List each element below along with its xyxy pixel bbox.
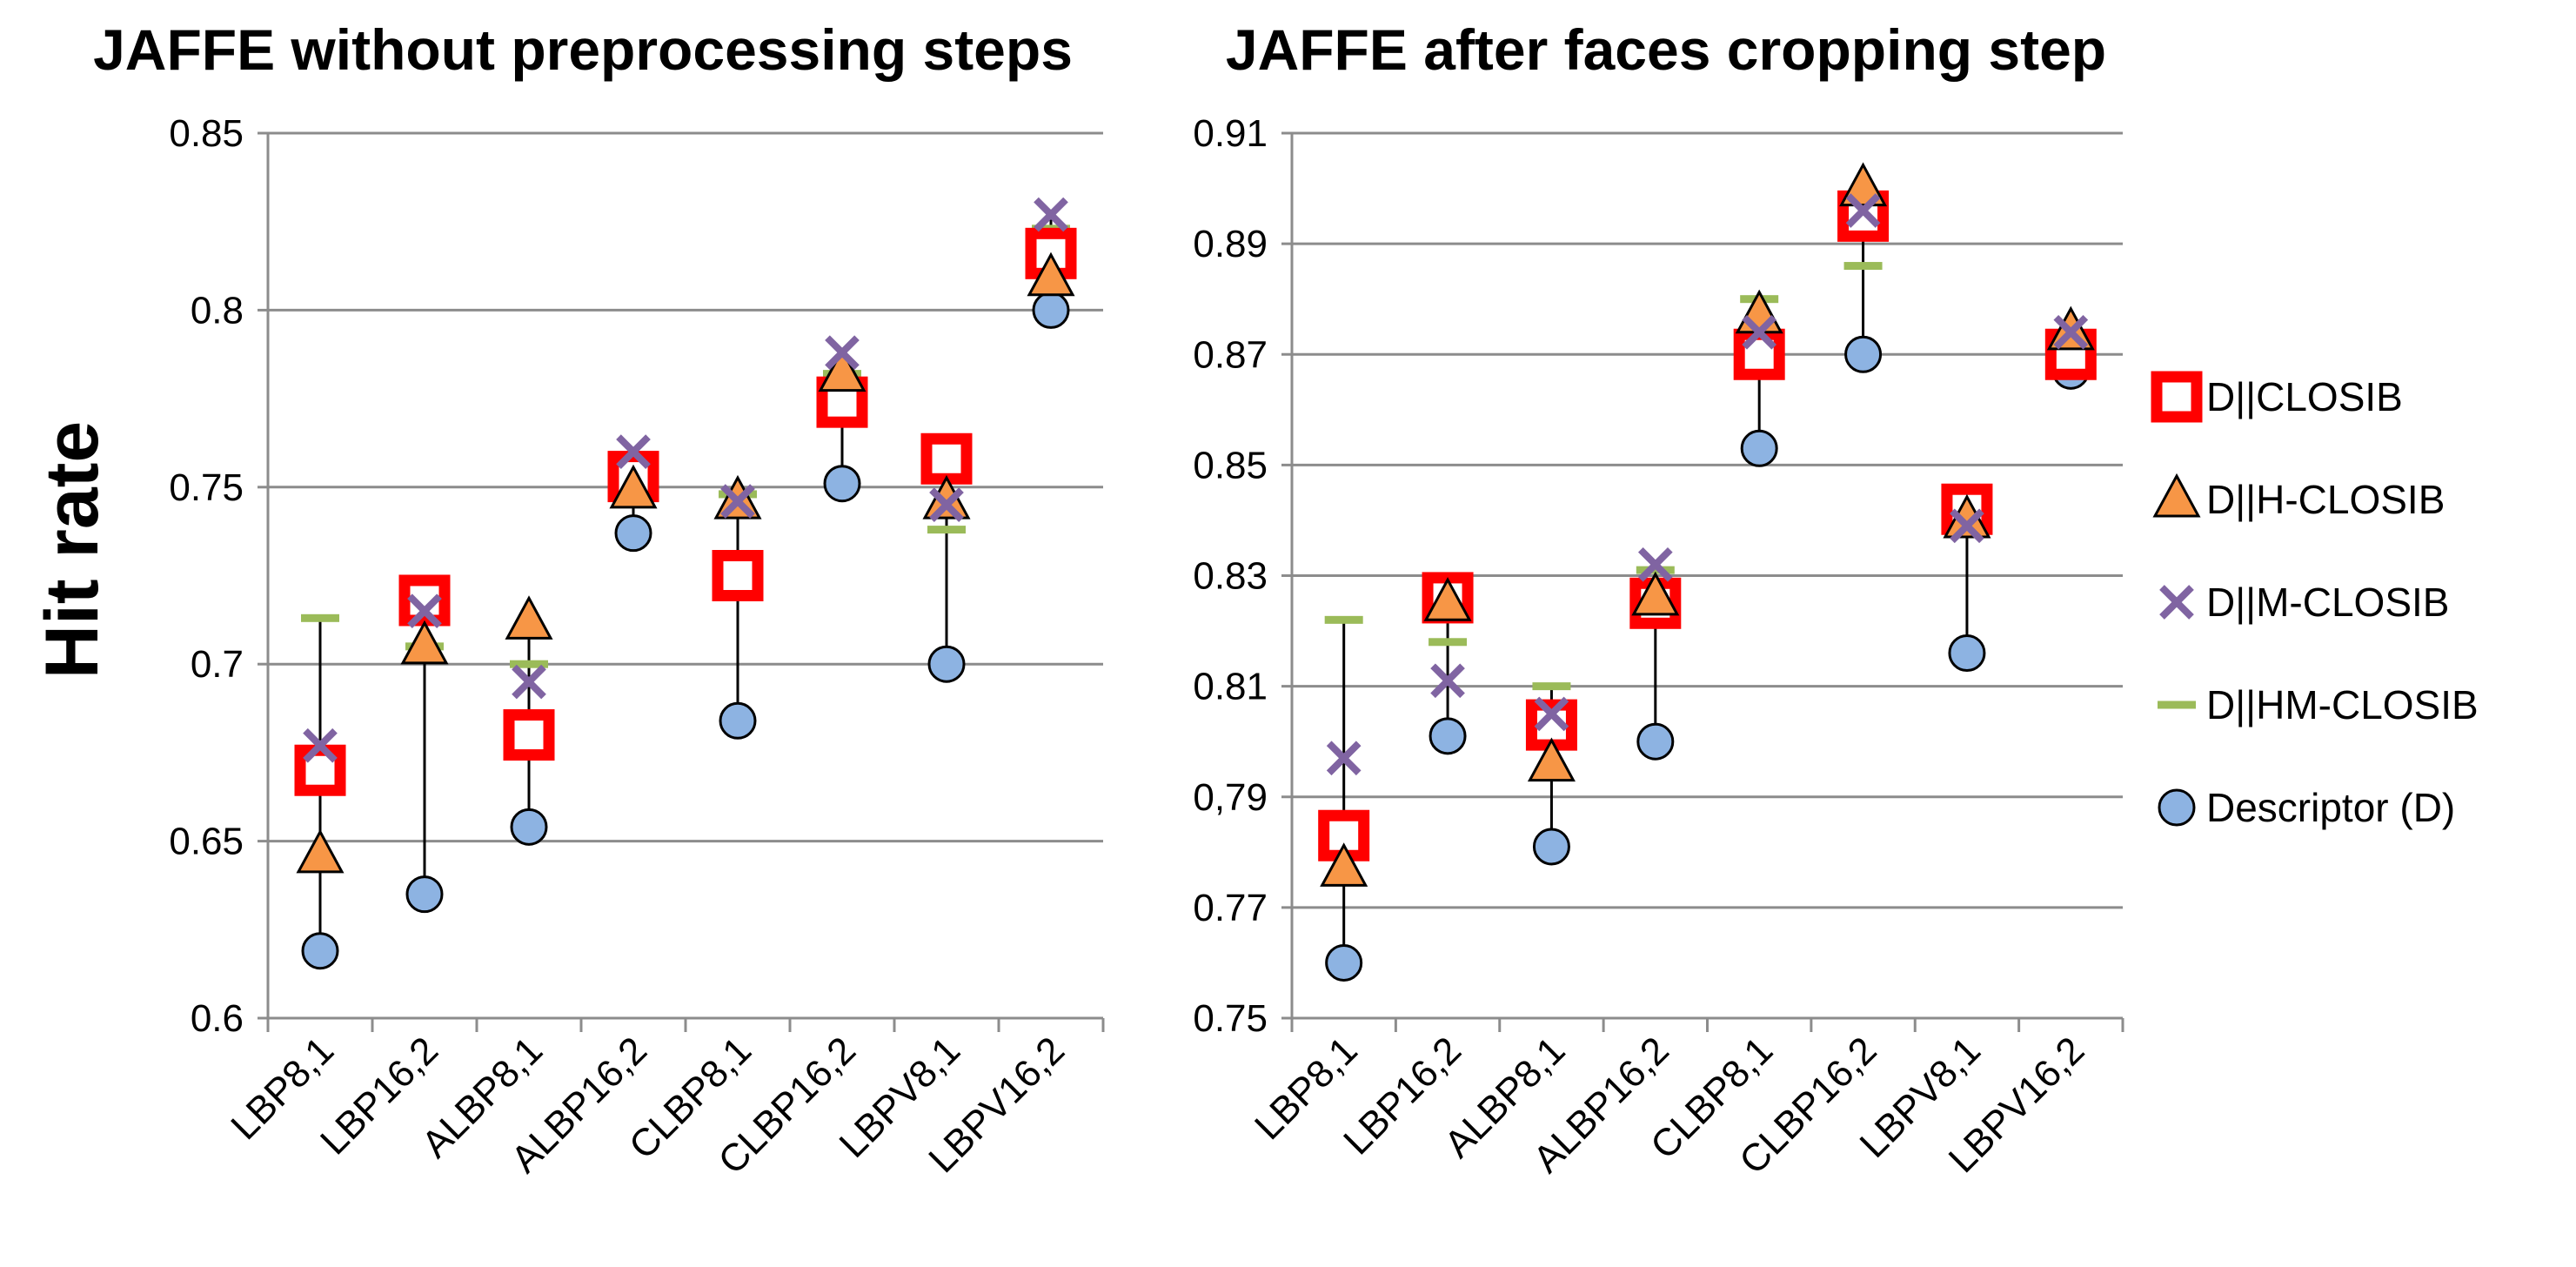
marker-m (303, 727, 338, 763)
marker-h (400, 620, 449, 665)
grid (1292, 131, 2123, 909)
marker-m (616, 434, 651, 469)
marker-hm (1532, 682, 1571, 691)
y-tick-label: 0.85 (169, 112, 244, 155)
chart-title: JAFFE after faces cropping step (1226, 17, 2106, 82)
y-tick-label: 0.8 (191, 289, 244, 332)
markers (1318, 162, 2097, 982)
legend-entry-h: D||H-CLOSIB (2152, 473, 2445, 522)
marker-m (1326, 741, 1362, 776)
markers (294, 197, 1077, 970)
marker-d (927, 645, 966, 683)
x-ticks: LBP8,1LBP16,2ALBP8,1ALBP16,2CLBP8,1CLBP1… (223, 1018, 1105, 1183)
marker-hm (1843, 262, 1883, 271)
marker-h (505, 595, 553, 640)
marker-hm (510, 660, 548, 668)
y-tick-label: 0.75 (169, 466, 244, 509)
marker-h (1527, 737, 1576, 782)
marker-m (1845, 193, 1881, 228)
y-tick-label: 0.91 (1193, 112, 1268, 155)
legend-entry-m: D||M-CLOSIB (2159, 580, 2449, 625)
marker-closib (712, 550, 764, 601)
marker-closib (503, 709, 555, 761)
legend-label: D||CLOSIB (2206, 374, 2403, 419)
axes (266, 133, 1103, 1020)
legend: D||CLOSIB D||H-CLOSIB D||M-CLOSIB D||HM-CLO… (2151, 371, 2479, 830)
y-tick-label: 0.81 (1193, 666, 1268, 708)
legend-label: D||HM-CLOSIB (2206, 682, 2479, 727)
marker-h (1423, 577, 1472, 621)
marker-d (405, 875, 444, 914)
marker-h (1631, 571, 1680, 616)
x-ticks: LBP8,1LBP16,2ALBP8,1ALBP16,2CLBP8,1CLBP1… (1247, 1018, 2124, 1183)
marker-d (510, 808, 548, 846)
marker-m (1950, 508, 1984, 544)
legend-entry-closib: D||CLOSIB (2151, 371, 2403, 423)
marker-hm (927, 526, 966, 534)
marker-d (1532, 828, 1570, 866)
chart-title: JAFFE without preprocessing steps (93, 17, 1073, 82)
legend-entry-d: Descriptor (D) (2158, 785, 2455, 830)
chart-without-preprocessing: JAFFE without preprocessing steps 0.60.6… (93, 17, 1105, 1183)
marker-closib (1733, 328, 1785, 380)
marker-d (1740, 429, 1778, 467)
marker-d (1429, 717, 1467, 755)
marker-m (825, 335, 860, 371)
marker-d (823, 465, 861, 503)
y-tick-label: 0.75 (1193, 997, 1268, 1040)
legend-marker-hm (2158, 701, 2196, 709)
marker-h (818, 347, 866, 392)
marker-h (1320, 842, 1368, 887)
marker-m (1637, 546, 1673, 582)
y-tick-label: 0.85 (1193, 444, 1268, 486)
y-axis-label: Hit rate (30, 421, 114, 679)
marker-d (1948, 634, 1986, 672)
y-ticks: 0.75 0.77 0,79 0.81 0.83 0.85 0.87 0.89 0.91 (1193, 112, 1292, 1040)
legend-label: Descriptor (D) (2206, 785, 2455, 830)
marker-m (1430, 663, 1465, 699)
marker-m (1534, 696, 1569, 732)
legend-marker-h (2152, 473, 2201, 518)
marker-closib (920, 432, 973, 485)
chart-after-cropping: JAFFE after faces cropping step 0.75 0.77… (1193, 17, 2124, 1183)
marker-m (1742, 314, 1777, 350)
legend-marker-d (2158, 788, 2196, 827)
y-tick-label: 0.6 (191, 997, 244, 1040)
legend-entry-hm: D||HM-CLOSIB (2158, 682, 2479, 727)
y-tick-label: 0.87 (1193, 333, 1268, 376)
y-tick-label: 0.83 (1193, 555, 1268, 598)
marker-m (2053, 314, 2089, 350)
marker-m (1034, 197, 1068, 232)
marker-hm (301, 613, 339, 622)
legend-marker-closib (2151, 371, 2203, 423)
marker-h (609, 464, 658, 509)
marker-hm (1429, 638, 1468, 647)
y-ticks: 0.6 0.65 0.7 0.75 0.8 0.85 (169, 112, 268, 1040)
marker-d (301, 932, 339, 970)
marker-h (1027, 251, 1075, 297)
marker-m (512, 664, 546, 700)
marker-m (929, 487, 964, 522)
marker-d (1844, 335, 1883, 373)
marker-d (614, 514, 652, 553)
marker-h (296, 828, 345, 874)
grid (268, 131, 1103, 843)
legend-marker-m (2159, 585, 2194, 620)
y-tick-label: 0.89 (1193, 223, 1268, 265)
marker-m (720, 484, 755, 519)
y-tick-label: 0,79 (1193, 776, 1268, 819)
marker-d (1032, 291, 1070, 329)
marker-d (1325, 943, 1363, 982)
y-tick-label: 0.7 (191, 643, 244, 686)
legend-label: D||H-CLOSIB (2206, 477, 2445, 522)
legend-label: D||M-CLOSIB (2206, 580, 2449, 625)
y-tick-label: 0.65 (169, 821, 244, 863)
marker-m (407, 593, 442, 629)
marker-d (719, 701, 757, 740)
marker-hm (1636, 566, 1675, 574)
marker-d (1636, 722, 1675, 761)
marker-hm (1324, 615, 1363, 624)
y-tick-label: 0.77 (1193, 887, 1268, 929)
